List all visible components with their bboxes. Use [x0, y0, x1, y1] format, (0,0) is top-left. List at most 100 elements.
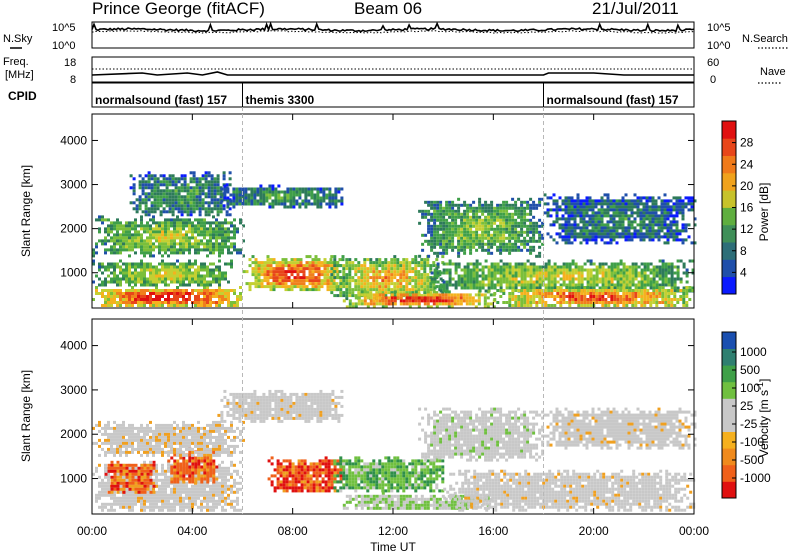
heatmap-cell	[233, 245, 236, 249]
heatmap-cell	[559, 271, 563, 275]
heatmap-cell	[128, 304, 131, 307]
heatmap-cell	[275, 285, 279, 289]
heatmap-cell	[207, 171, 211, 175]
heatmap-cell	[511, 265, 515, 269]
heatmap-cell	[232, 199, 236, 203]
heatmap-cell	[609, 202, 613, 206]
heatmap-cell	[342, 294, 346, 298]
heatmap-cell	[224, 230, 227, 234]
heatmap-cell	[615, 214, 619, 218]
heatmap-cell	[532, 215, 536, 219]
heatmap-cell	[218, 245, 221, 249]
heatmap-cell	[583, 304, 587, 307]
heatmap-cell	[549, 223, 553, 227]
heatmap-cell	[366, 285, 370, 289]
heatmap-cell	[451, 224, 455, 228]
heatmap-cell	[520, 265, 524, 269]
heatmap-cell	[180, 189, 184, 193]
heatmap-cell	[331, 202, 335, 206]
heatmap-cell	[661, 268, 665, 272]
heatmap-cell	[547, 259, 551, 263]
heatmap-cell	[171, 210, 175, 214]
heatmap-cell	[320, 270, 324, 274]
heatmap-cell	[405, 276, 409, 280]
heatmap-cell	[177, 177, 181, 181]
heatmap-cell	[487, 283, 491, 287]
heatmap-cell	[275, 273, 279, 277]
heatmap-cell	[502, 268, 506, 272]
heatmap-cell	[430, 230, 434, 234]
heatmap-cell	[369, 276, 373, 280]
heatmap-cell	[451, 245, 455, 249]
heatmap-cell	[146, 251, 149, 255]
heatmap-cell	[591, 208, 595, 212]
heatmap-cell	[688, 259, 692, 263]
heatmap-cell	[179, 224, 182, 228]
heatmap-cell	[420, 285, 424, 289]
heatmap-cell	[218, 224, 221, 228]
heatmap-cell	[239, 295, 242, 298]
heatmap-cell	[215, 221, 218, 225]
heatmap-cell	[460, 224, 464, 228]
heatmap-cell	[625, 304, 629, 307]
heatmap-cell	[236, 298, 239, 301]
heatmap-cell	[203, 265, 206, 269]
heatmap-cell	[435, 299, 439, 303]
heatmap-cell	[330, 279, 334, 283]
heatmap-cell	[526, 274, 530, 278]
heatmap-cell	[544, 283, 548, 287]
heatmap-cell	[122, 301, 125, 304]
heatmap-cell	[474, 299, 478, 303]
heatmap-cell	[502, 236, 506, 240]
heatmap-cell	[209, 292, 212, 295]
heatmap-cell	[335, 285, 339, 289]
heatmap-cell	[101, 283, 104, 287]
heatmap-cell	[487, 271, 491, 275]
heatmap-cell	[526, 298, 530, 301]
heatmap-cell	[592, 283, 596, 287]
heatmap-cell	[628, 301, 632, 304]
heatmap-cell	[278, 285, 282, 289]
heatmap-cell	[326, 264, 330, 268]
heatmap-cell	[167, 239, 170, 243]
heatmap-cell	[576, 232, 580, 236]
heatmap-cell	[573, 235, 577, 239]
heatmap-cell	[226, 199, 230, 203]
heatmap-cell	[559, 292, 563, 295]
heatmap-cell	[564, 226, 568, 230]
heatmap-cell	[666, 235, 670, 239]
heatmap-cell	[104, 493, 107, 497]
heatmap-cell	[577, 298, 581, 301]
heatmap-cell	[372, 305, 376, 309]
heatmap-cell	[466, 218, 470, 222]
heatmap-cell	[333, 294, 337, 298]
heatmap-cell	[414, 296, 418, 300]
heatmap-cell	[200, 224, 203, 228]
heatmap-cell	[591, 238, 595, 242]
heatmap-cell	[469, 248, 473, 252]
heatmap-cell	[149, 248, 152, 252]
heatmap-cell	[128, 242, 131, 246]
heatmap-cell	[670, 298, 674, 301]
heatmap-cell	[526, 304, 530, 307]
heatmap-cell	[104, 218, 107, 222]
heatmap-cell	[263, 270, 267, 274]
heatmap-cell	[592, 277, 596, 281]
heatmap-cell	[203, 280, 206, 284]
heatmap-cell	[430, 242, 434, 246]
heatmap-cell	[189, 192, 193, 196]
heatmap-cell	[678, 238, 682, 242]
heatmap-cell	[408, 288, 412, 292]
heatmap-cell	[565, 277, 569, 281]
heatmap-cell	[189, 189, 193, 193]
heatmap-cell	[526, 271, 530, 275]
heatmap-cell	[606, 199, 610, 203]
heatmap-cell	[636, 196, 640, 200]
heatmap-cell	[445, 236, 449, 240]
heatmap-cell	[649, 283, 653, 287]
heatmap-cell	[508, 224, 512, 228]
heatmap-cell	[613, 292, 617, 295]
heatmap-cell	[481, 248, 485, 252]
heatmap-cell	[165, 180, 169, 184]
heatmap-cell	[134, 499, 137, 503]
